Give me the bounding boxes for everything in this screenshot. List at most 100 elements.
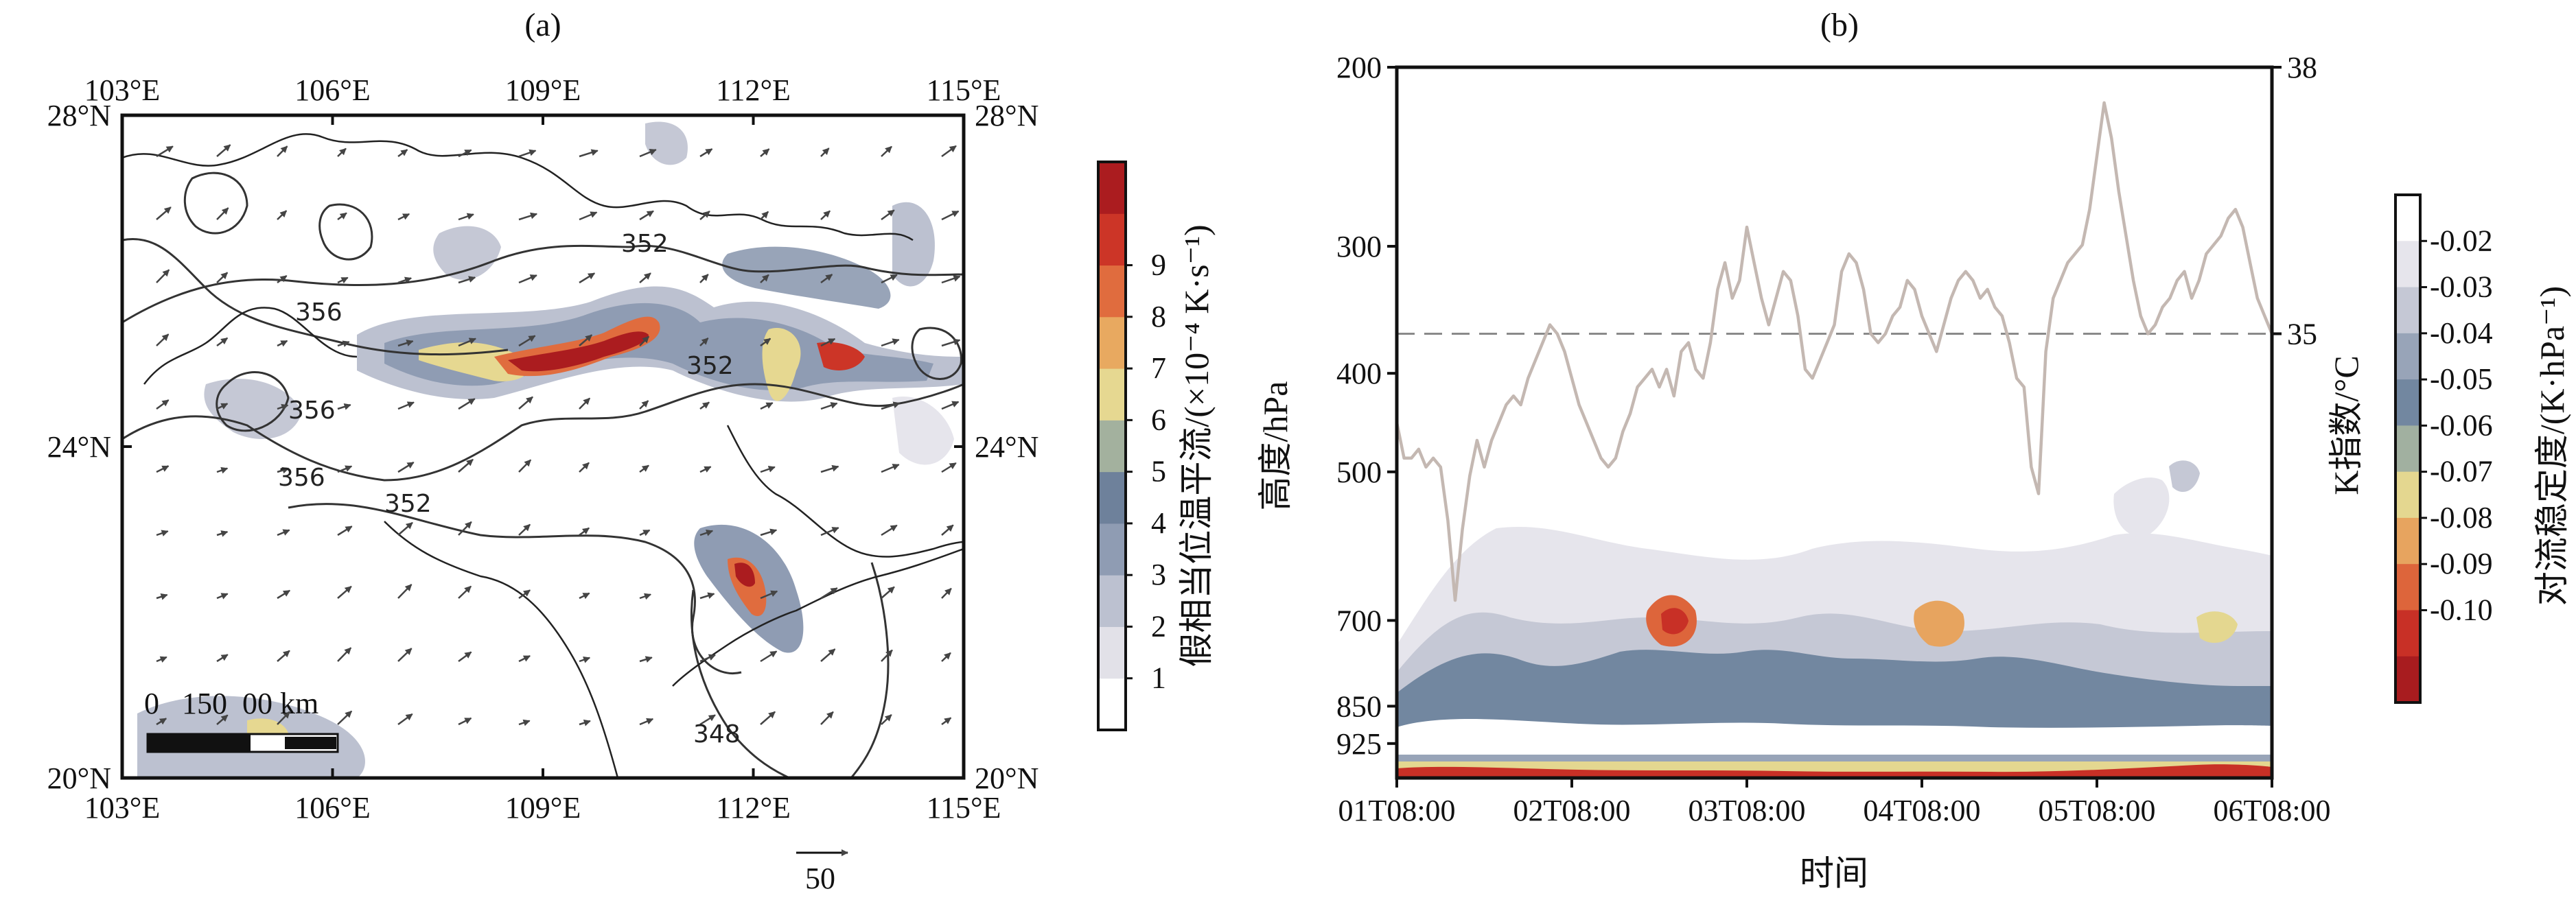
stability-mid-layer: [1397, 650, 2272, 734]
wind-vector-arrow: [760, 402, 774, 410]
plot-b-xtick-label: 05T08:00: [2038, 794, 2155, 827]
wind-vector-arrow: [458, 521, 472, 536]
wind-vector-arrow: [337, 147, 347, 157]
wind-vector-arrow: [216, 337, 229, 347]
wind-vector-arrow: [881, 338, 900, 347]
wind-vector-arrow: [518, 654, 531, 663]
map-a-xtick-label-bottom: 112°E: [716, 791, 791, 825]
wind-vector-arrow: [518, 719, 531, 726]
contour-south-loop: [850, 562, 890, 778]
scale-bar: 0 150 00 km: [144, 687, 339, 753]
stability-core-2: [1914, 600, 1964, 647]
wind-vector-arrow: [699, 148, 713, 158]
wind-vector-arrow: [277, 711, 290, 725]
wind-vector-arrow: [760, 528, 778, 536]
k-index-layer: [1397, 101, 2272, 602]
wind-vector-arrow: [216, 654, 229, 663]
wind-vector-arrow: [277, 340, 288, 347]
wind-vector-arrow: [156, 145, 174, 158]
contour-label-2: 356: [295, 298, 343, 327]
advection-patch-ne: [892, 202, 935, 287]
wind-vector-arrow: [397, 521, 413, 536]
contour-label-6: 352: [384, 490, 432, 518]
colorbar-a-swatch: [1098, 213, 1126, 266]
contour-label-3: 352: [686, 352, 734, 380]
advection-patch-nw: [433, 226, 501, 280]
wind-vector-arrow: [881, 649, 893, 662]
wind-vector-arrow: [639, 335, 650, 346]
colorbar-b-swatch: [2395, 517, 2420, 565]
wind-vector-arrow: [518, 335, 536, 347]
wind-vector-arrow: [337, 465, 353, 473]
wind-vector-arrow: [518, 274, 537, 284]
wind-vector-arrow: [760, 148, 770, 157]
wind-vector-arrow: [639, 272, 651, 283]
colorbar-b-swatch: [2395, 333, 2420, 380]
plot-b-tick-labels: 01T08:00 02T08:00 03T08:00 04T08:00 05T08:00…: [1336, 51, 2331, 827]
boundary-1: [122, 133, 914, 241]
wind-vector-arrow: [518, 589, 531, 600]
wind-vector-arrow: [699, 466, 712, 473]
wind-vector-arrow: [277, 589, 290, 600]
wind-vector-arrow: [579, 527, 590, 536]
wind-vector-arrow: [820, 527, 839, 536]
colorbar-a-tick-label: 2: [1151, 609, 1166, 643]
wind-vector-arrow: [941, 652, 951, 662]
map-a-xtick-label-top: 115°E: [927, 73, 1001, 107]
wind-vector-arrow: [579, 656, 591, 663]
advection-patch-west: [204, 379, 302, 439]
colorbar-a-swatch: [1098, 368, 1126, 421]
plot-b-ytick-label-left: 925: [1336, 727, 1382, 761]
wind-vector-arrow: [458, 585, 472, 599]
wind-vector-arrow: [639, 464, 649, 473]
plot-b-ytick-label-left: 200: [1336, 51, 1382, 84]
wind-vector-arrow: [277, 403, 289, 411]
boundary-2: [143, 307, 358, 385]
colorbar-b-tick-label: -0.06: [2430, 408, 2493, 442]
wind-vector-arrow: [941, 338, 961, 347]
stability-bottom-gray: [1397, 755, 2272, 761]
advection-patch-east-low: [892, 397, 954, 465]
wind-vector-arrow: [881, 524, 898, 536]
k-index-line: [1397, 101, 2272, 602]
colorbar-b-tick-label: -0.05: [2430, 362, 2493, 396]
wind-vector-arrow: [941, 210, 960, 221]
wind-vector-arrow: [639, 593, 651, 600]
wind-vector-arrow: [518, 212, 538, 221]
colorbar-b-swatch: [2395, 564, 2420, 611]
map-a-xtick-label-bottom: 115°E: [927, 791, 1001, 825]
wind-vector-arrow: [639, 210, 654, 221]
wind-vector-arrow: [639, 149, 657, 158]
wind-vector-arrow: [458, 149, 472, 158]
advection-core-3: [508, 331, 649, 372]
wind-vector-arrow: [156, 656, 167, 663]
wind-vector-arrow: [760, 466, 776, 473]
wind-vector-arrow: [941, 587, 952, 599]
wind-vector-arrow: [458, 651, 472, 663]
wind-vector-arrow: [518, 149, 537, 158]
plot-b-ytick-label-left: 850: [1336, 689, 1382, 723]
map-a-xtick-label-top: 112°E: [716, 73, 791, 107]
wind-vector-arrow: [156, 593, 168, 600]
map-a-xtick-label-top: 109°E: [505, 73, 581, 107]
colorbar-b-frame: [2394, 193, 2422, 704]
wind-vector-arrow: [881, 586, 895, 599]
plot-b-xtick-label: 06T08:00: [2213, 794, 2330, 827]
colorbar-a-frame: [1097, 161, 1127, 731]
stability-bottom-red: [1397, 764, 2272, 778]
wind-vector-arrow: [458, 717, 472, 726]
wind-vector-arrow: [216, 466, 229, 474]
wind-vector-arrow: [639, 656, 653, 663]
contour-nw-loop: [183, 172, 248, 235]
contour-352-mid: [122, 383, 964, 482]
colorbar-b-tick-label: -0.10: [2430, 593, 2493, 626]
colorbar-b-tick-label: -0.09: [2430, 547, 2493, 580]
wind-vector-arrow: [820, 464, 839, 473]
colorbar-a-swatch: [1098, 162, 1126, 214]
colorbar-a-tick-label: 3: [1151, 558, 1166, 591]
wind-vector-arrow: [760, 274, 769, 283]
colorbar-b-tick-label: -0.07: [2430, 455, 2493, 488]
colorbar-b-tick-label: -0.08: [2430, 501, 2493, 534]
wind-vector-arrow: [881, 464, 900, 473]
stability-upper-patch-2: [2169, 460, 2200, 493]
